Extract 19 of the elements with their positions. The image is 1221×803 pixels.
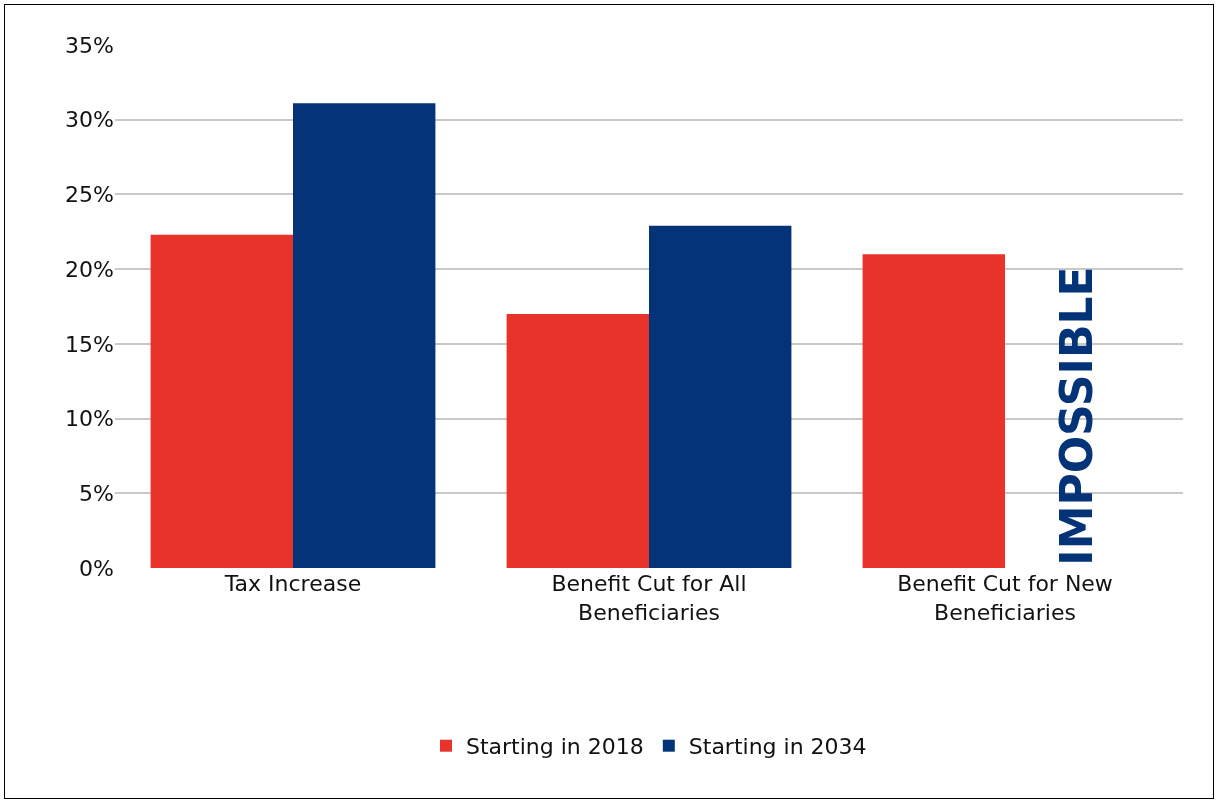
y-tick-label: 10% xyxy=(65,406,114,432)
y-tick-label: 20% xyxy=(65,256,114,282)
legend-label: Starting in 2018 xyxy=(466,734,644,760)
y-tick-label: 0% xyxy=(79,555,114,581)
bar xyxy=(649,225,792,568)
y-tick-label: 15% xyxy=(65,331,114,357)
bar xyxy=(506,313,649,568)
bar xyxy=(862,254,1005,568)
x-tick-label: Benefit Cut for New Beneficiaries xyxy=(897,571,1113,625)
bar xyxy=(150,234,293,568)
x-tick-label: Tax Increase xyxy=(223,571,362,596)
x-tick-label: Benefit Cut for All Beneficiaries xyxy=(551,571,747,625)
annotation: IMPOSSIBLE xyxy=(1050,266,1102,566)
y-tick-label: 5% xyxy=(79,480,114,506)
y-tick-label: 30% xyxy=(65,107,114,133)
legend-label: Starting in 2034 xyxy=(688,734,867,760)
bar xyxy=(293,103,436,568)
y-tick-label: 35% xyxy=(65,32,114,58)
y-tick-label: 25% xyxy=(65,182,114,208)
